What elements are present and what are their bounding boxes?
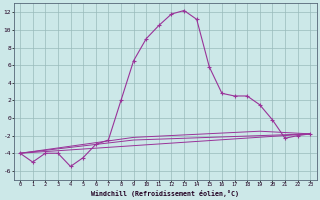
X-axis label: Windchill (Refroidissement éolien,°C): Windchill (Refroidissement éolien,°C) (91, 190, 239, 197)
